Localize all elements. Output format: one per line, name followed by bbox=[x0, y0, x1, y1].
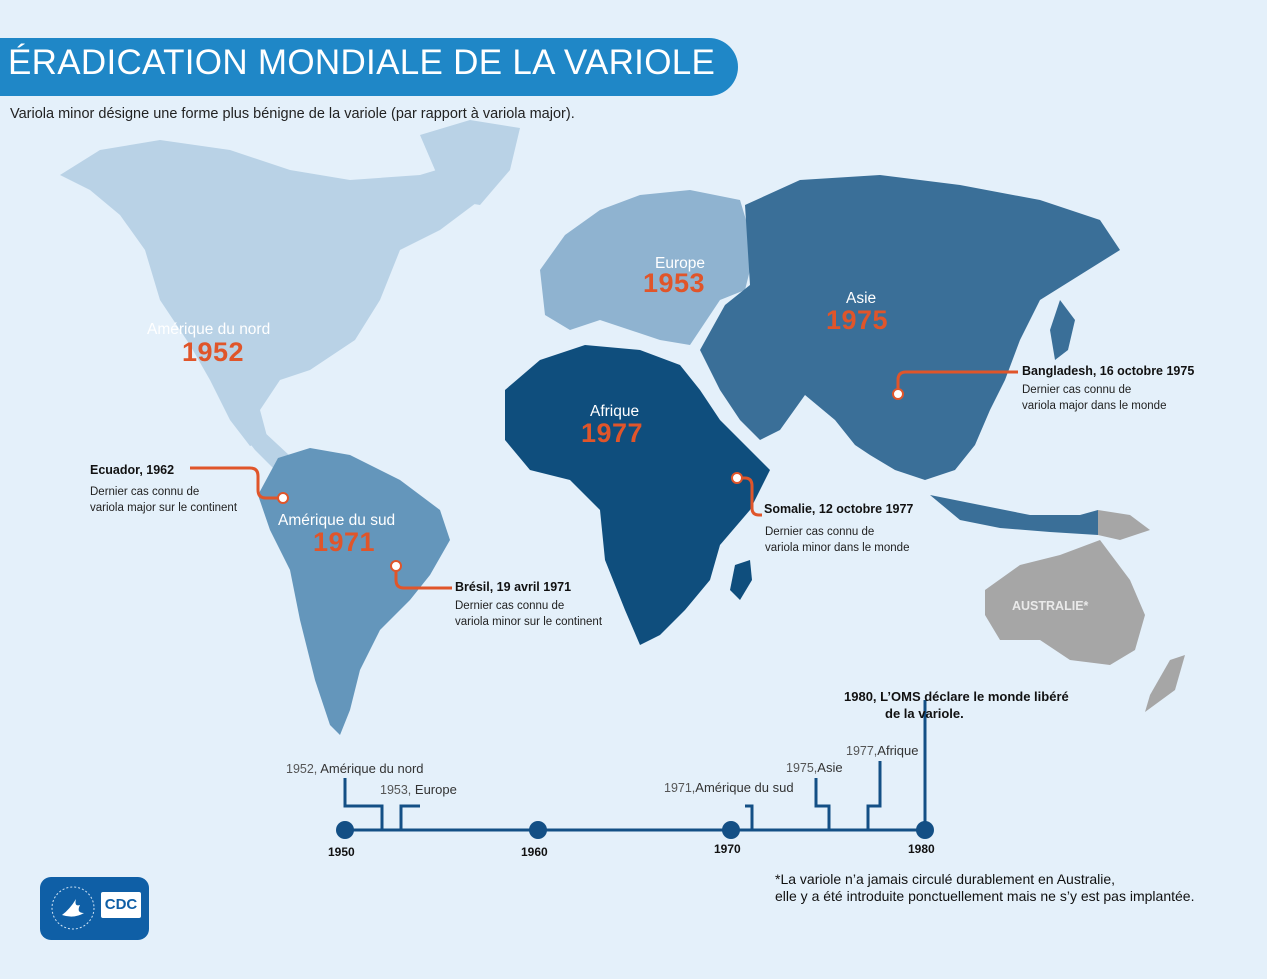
new-guinea-shape bbox=[1098, 510, 1150, 540]
europe-shape bbox=[540, 190, 755, 345]
madagascar-shape bbox=[730, 560, 752, 600]
tick-1977 bbox=[866, 761, 882, 830]
callout-ecuador-title: Ecuador, 1962 bbox=[90, 463, 175, 477]
ecuador-marker bbox=[277, 492, 289, 504]
page-subtitle: Variola minor désigne une forme plus bén… bbox=[10, 106, 575, 122]
page-title: ÉRADICATION MONDIALE DE LA VARIOLE bbox=[8, 43, 716, 82]
australia-shape bbox=[985, 540, 1145, 665]
hhs-eagle-icon bbox=[51, 886, 95, 930]
tick-1971 bbox=[745, 804, 754, 830]
japan-shape bbox=[1050, 300, 1075, 360]
region-year-europe: 1953 bbox=[643, 268, 706, 298]
decade-dot-1960 bbox=[529, 821, 547, 839]
central-america-shape bbox=[232, 420, 290, 470]
timeline-event-1953: 1953, Europe bbox=[380, 782, 457, 797]
callout-bangladesh-body: Dernier cas connu de variola major dans l… bbox=[1022, 384, 1167, 412]
decade-label-1980: 1980 bbox=[908, 842, 935, 856]
timeline-event-1975: 1975,Asie bbox=[786, 760, 843, 775]
decade-label-1970: 1970 bbox=[714, 842, 741, 856]
tick-1952 bbox=[343, 778, 384, 830]
callout-bresil-title: Brésil, 19 avril 1971 bbox=[455, 580, 572, 594]
callout-somalie-body: Dernier cas connu de variola minor dans l… bbox=[765, 526, 910, 554]
region-name-australia: AUSTRALIE* bbox=[1012, 599, 1089, 613]
title-banner bbox=[0, 38, 738, 96]
tick-1975 bbox=[814, 778, 831, 830]
region-year-africa: 1977 bbox=[581, 418, 644, 448]
indonesia-shape bbox=[930, 495, 1098, 535]
callout-ecuador-body: Dernier cas connu de variola major sur le… bbox=[90, 486, 238, 514]
region-year-north-america: 1952 bbox=[182, 337, 245, 367]
region-name-europe: Europe bbox=[655, 255, 705, 272]
decade-dot-1950 bbox=[336, 821, 354, 839]
north-america-shape bbox=[60, 140, 510, 446]
timeline-event-1971: 1971,Amérique du sud bbox=[664, 780, 794, 795]
bresil-marker bbox=[390, 560, 402, 572]
tick-1953 bbox=[399, 804, 420, 830]
cdc-logo[interactable]: CDC bbox=[40, 877, 149, 940]
somalie-marker bbox=[731, 472, 743, 484]
timeline-event-1980: 1980, L’OMS déclare le monde libéré de l… bbox=[844, 689, 1069, 721]
region-year-asia: 1975 bbox=[826, 305, 889, 335]
somalie-callout-line bbox=[737, 476, 762, 517]
callout-somalie-title: Somalie, 12 octobre 1977 bbox=[764, 502, 914, 516]
region-name-africa: Afrique bbox=[590, 403, 640, 420]
decade-dot-1970 bbox=[722, 821, 740, 839]
bresil-callout-line bbox=[394, 566, 452, 590]
greenland-shape bbox=[420, 120, 520, 205]
decade-label-1960: 1960 bbox=[521, 845, 548, 859]
asia-shape bbox=[700, 175, 1120, 480]
africa-shape bbox=[505, 345, 770, 645]
timeline-event-1952: 1952, Amérique du nord bbox=[286, 761, 424, 776]
region-name-north-america: Amérique du nord bbox=[147, 321, 271, 338]
region-year-south-america: 1971 bbox=[313, 527, 376, 557]
decade-label-1950: 1950 bbox=[328, 845, 355, 859]
bangladesh-callout-line bbox=[896, 370, 1018, 394]
callout-bresil-body: Dernier cas connu de variola minor sur le… bbox=[455, 600, 603, 628]
ecuador-callout-line bbox=[190, 466, 282, 500]
south-america-shape bbox=[258, 448, 450, 735]
timeline-event-1977: 1977,Afrique bbox=[846, 743, 919, 758]
callout-bangladesh-title: Bangladesh, 16 octobre 1975 bbox=[1022, 364, 1195, 378]
new-zealand-shape bbox=[1145, 655, 1185, 712]
decade-dot-1980 bbox=[916, 821, 934, 839]
bangladesh-marker bbox=[892, 388, 904, 400]
australia-footnote: *La variole n’a jamais circulé durableme… bbox=[775, 871, 1195, 904]
region-name-south-america: Amérique du sud bbox=[278, 512, 396, 529]
region-name-asia: Asie bbox=[846, 290, 877, 307]
cdc-logo-text: CDC bbox=[101, 892, 141, 918]
